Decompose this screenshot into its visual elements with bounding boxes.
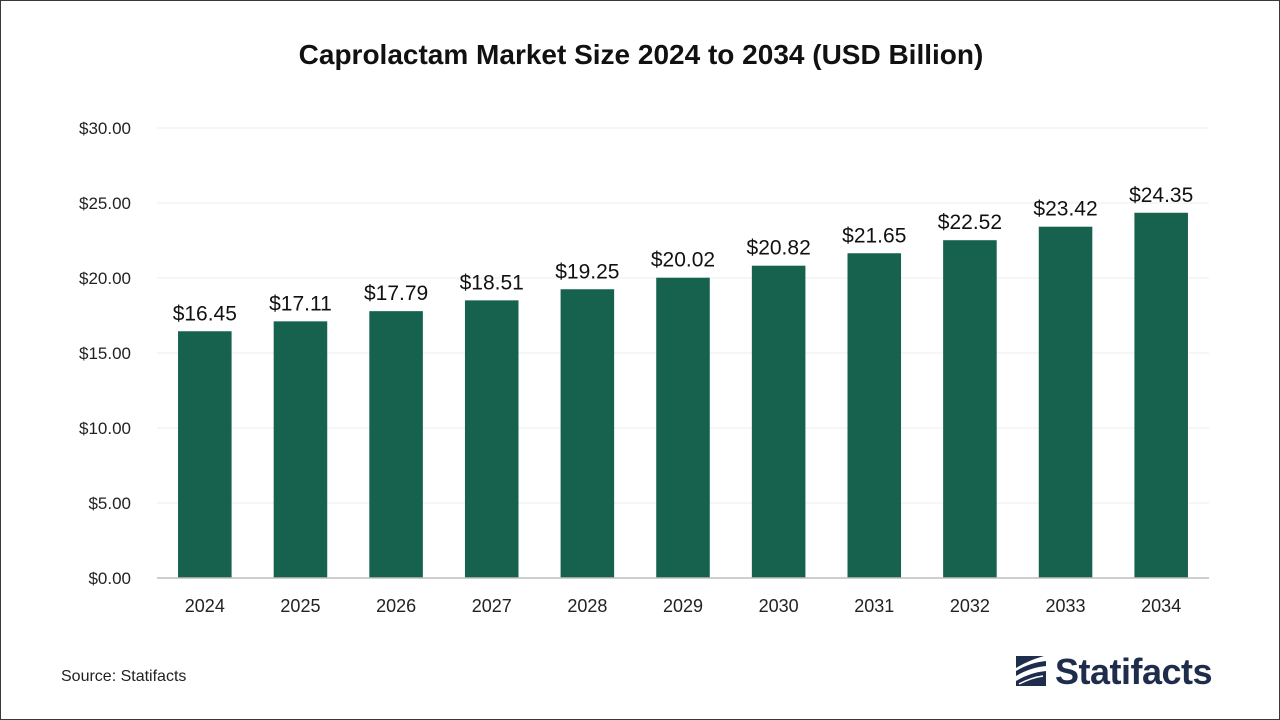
y-tick-label: $10.00 xyxy=(79,419,131,438)
bars xyxy=(178,212,1188,578)
chart-title: Caprolactam Market Size 2024 to 2034 (US… xyxy=(298,39,984,70)
statifacts-logo-icon xyxy=(1016,656,1046,686)
bar-2034 xyxy=(1134,212,1188,578)
bar-2026 xyxy=(369,311,423,578)
bar-2031 xyxy=(847,253,902,578)
x-tick-label: 2033 xyxy=(1046,596,1086,616)
y-tick-label: $30.00 xyxy=(79,119,131,138)
bar-2032 xyxy=(943,240,997,578)
data-label: $20.82 xyxy=(747,237,811,260)
y-axis-ticks: $0.00 $5.00 $10.00 $15.00 $20.00 $25.00 $30.00 xyxy=(79,119,131,588)
bar-chart: $0.00 $5.00 $10.00 $15.00 $20.00 $25.00 $30.00… xyxy=(79,119,1209,616)
bar-2025 xyxy=(273,321,328,578)
x-tick-label: 2034 xyxy=(1141,596,1181,616)
data-label: $19.25 xyxy=(555,260,619,283)
source-note: Source: Statifacts xyxy=(61,668,187,685)
data-label: $24.35 xyxy=(1129,184,1193,207)
x-tick-label: 2024 xyxy=(185,596,225,616)
data-labels: $16.45 $17.11 $17.79 $18.51 $19.25 $20.02 $20.… xyxy=(173,184,1194,326)
brand-name: Statifacts xyxy=(1055,651,1213,692)
data-label: $21.65 xyxy=(842,224,906,247)
x-tick-label: 2026 xyxy=(376,596,416,616)
data-label: $22.52 xyxy=(938,211,1002,234)
bar-2027 xyxy=(464,300,519,578)
data-label: $17.79 xyxy=(364,282,428,305)
y-tick-label: $0.00 xyxy=(88,569,131,588)
data-label: $17.11 xyxy=(269,292,332,315)
y-tick-label: $15.00 xyxy=(79,344,131,363)
y-tick-label: $25.00 xyxy=(79,194,131,213)
brand-logo: Statifacts xyxy=(1013,651,1223,695)
bar-2029 xyxy=(656,277,710,578)
bar-2030 xyxy=(751,265,806,578)
y-tick-label: $20.00 xyxy=(79,269,131,288)
x-tick-label: 2030 xyxy=(759,596,799,616)
data-label: $16.45 xyxy=(173,302,237,325)
x-tick-label: 2029 xyxy=(663,596,703,616)
bar-2024 xyxy=(178,331,232,578)
y-tick-label: $5.00 xyxy=(88,494,131,513)
x-tick-label: 2025 xyxy=(280,596,320,616)
bar-2033 xyxy=(1038,226,1093,578)
x-tick-label: 2032 xyxy=(950,596,990,616)
x-tick-label: 2031 xyxy=(854,596,894,616)
data-label: $18.51 xyxy=(460,271,524,294)
x-tick-label: 2027 xyxy=(472,596,512,616)
x-axis-ticks: 2024 2025 2026 2027 2028 2029 2030 2031 2032 2033… xyxy=(185,596,1181,616)
x-tick-label: 2028 xyxy=(567,596,607,616)
data-label: $23.42 xyxy=(1033,198,1097,221)
bar-2028 xyxy=(560,289,615,578)
data-label: $20.02 xyxy=(651,249,715,272)
